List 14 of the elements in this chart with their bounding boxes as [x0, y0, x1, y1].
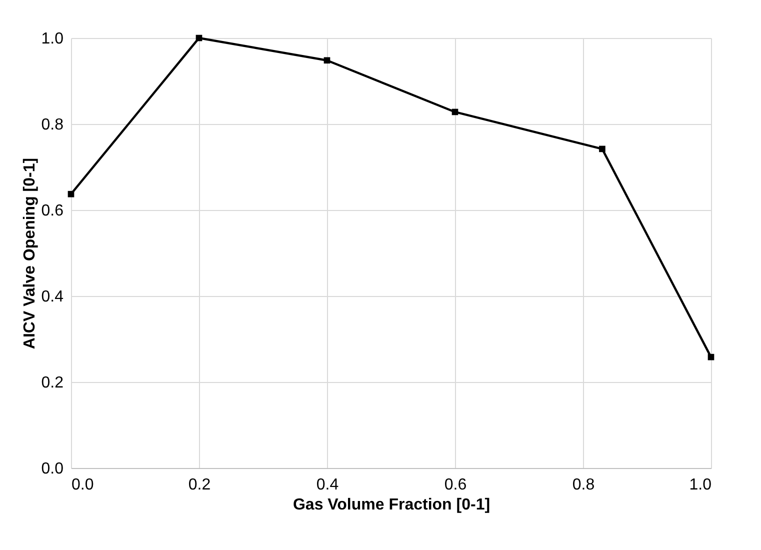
y-tick-label: 0.0 — [41, 460, 64, 478]
x-tick-label: 0.4 — [316, 476, 339, 494]
y-tick-label: 0.6 — [41, 202, 64, 220]
x-tick-label: 0.0 — [72, 476, 94, 494]
y-tick-label: 0.4 — [41, 288, 64, 306]
y-tick-label: 1.0 — [41, 30, 64, 48]
x-tick-label: 0.2 — [188, 476, 211, 494]
x-axis-title: Gas Volume Fraction [0-1] — [292, 496, 490, 514]
x-tick-label: 0.6 — [444, 476, 467, 494]
x-tick-label: 0.8 — [572, 476, 595, 494]
x-tick-label: 1.0 — [689, 476, 712, 494]
y-tick-label: 0.8 — [41, 116, 64, 134]
y-tick-label: 0.2 — [41, 374, 64, 392]
y-axis-title: AICV Valve Opening [0-1] — [21, 158, 38, 350]
